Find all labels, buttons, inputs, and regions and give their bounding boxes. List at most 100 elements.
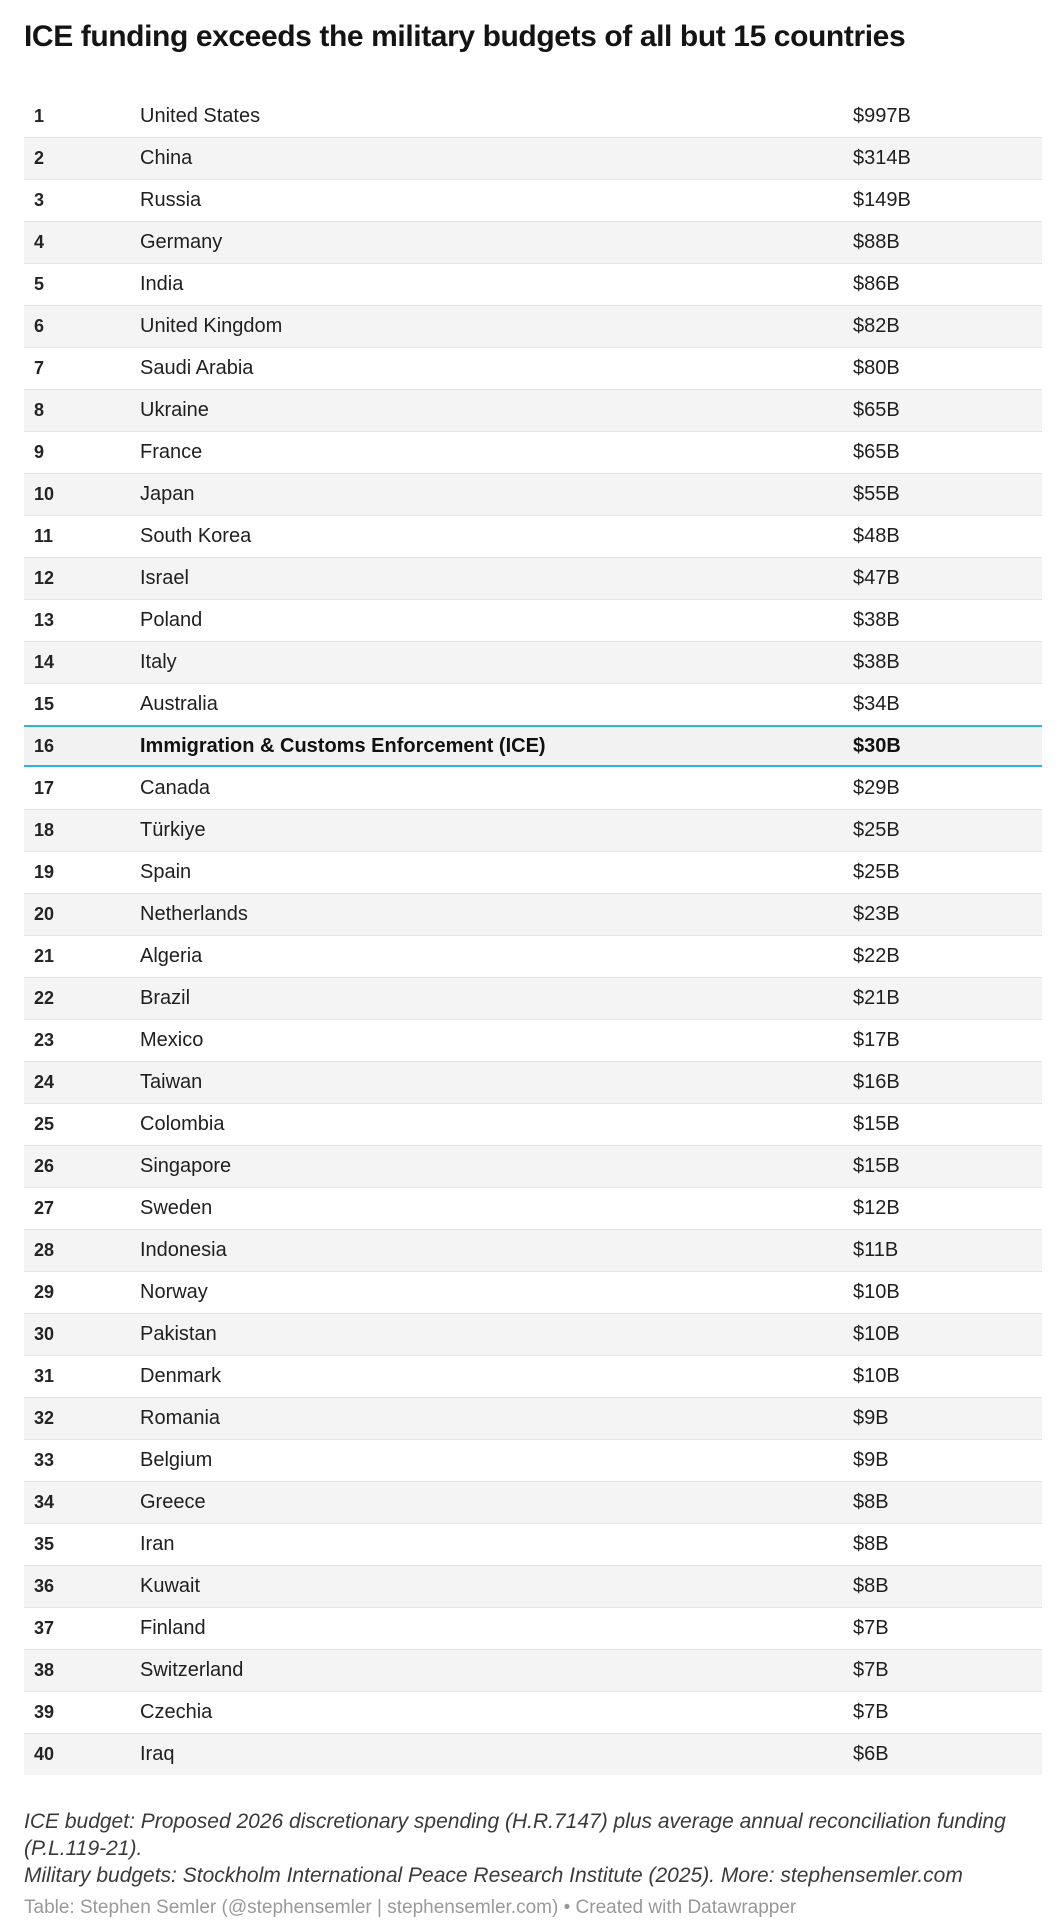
rank-cell: 6 — [34, 316, 45, 336]
budget-value-cell: $65B — [853, 399, 900, 421]
budget-value-cell: $47B — [853, 567, 900, 589]
table-row: 14 Italy $38B — [24, 641, 1042, 683]
rank-cell: 18 — [34, 820, 55, 840]
entity-cell: Mexico — [140, 1029, 204, 1051]
attribution: Table: Stephen Semler (@stephensemler | … — [24, 1897, 797, 1918]
rank-cell: 10 — [34, 484, 55, 504]
table-row: 10 Japan $55B — [24, 473, 1042, 515]
entity-cell: Sweden — [140, 1197, 213, 1219]
entity-cell: China — [140, 147, 193, 169]
rank-cell: 24 — [34, 1072, 55, 1092]
rank-cell: 25 — [34, 1114, 55, 1134]
entity-cell: Algeria — [140, 945, 203, 967]
table-row: 17 Canada $29B — [24, 767, 1042, 809]
table-row: 35 Iran $8B — [24, 1523, 1042, 1565]
rank-cell: 3 — [34, 190, 45, 210]
rank-cell: 35 — [34, 1534, 55, 1554]
page-title: ICE funding exceeds the military budgets… — [24, 20, 906, 53]
entity-cell: India — [140, 273, 184, 295]
rank-cell: 40 — [34, 1744, 55, 1764]
rank-cell: 19 — [34, 862, 55, 882]
rank-cell: 9 — [34, 442, 45, 462]
entity-cell: Romania — [140, 1407, 221, 1429]
rank-cell: 23 — [34, 1030, 55, 1050]
entity-cell: Indonesia — [140, 1239, 227, 1261]
budget-value-cell: $997B — [853, 104, 911, 127]
budget-value-cell: $21B — [853, 987, 900, 1009]
table-row: 5 India $86B — [24, 263, 1042, 305]
table-row: 4 Germany $88B — [24, 221, 1042, 263]
entity-cell: Greece — [140, 1491, 206, 1513]
rank-cell: 12 — [34, 568, 55, 588]
rank-cell: 20 — [34, 904, 55, 924]
budget-value-cell: $25B — [853, 861, 900, 883]
table-row-ice-highlight: 16 Immigration & Customs Enforcement (ICE… — [24, 725, 1042, 767]
entity-cell: South Korea — [140, 525, 252, 547]
budget-value-cell: $9B — [853, 1407, 889, 1429]
budget-value-cell: $55B — [853, 483, 900, 505]
budget-table: 1 United States $997B 2 China $314B 3 Russia $14… — [24, 95, 1042, 1775]
budget-value-cell: $7B — [853, 1617, 889, 1639]
table-row: 26 Singapore $15B — [24, 1145, 1042, 1187]
budget-value-cell: $10B — [853, 1323, 900, 1345]
table-row: 30 Pakistan $10B — [24, 1313, 1042, 1355]
table-row: 24 Taiwan $16B — [24, 1061, 1042, 1103]
budget-value-cell: $8B — [853, 1491, 889, 1513]
entity-cell: Czechia — [140, 1701, 213, 1723]
entity-cell: Iran — [140, 1533, 175, 1555]
budget-value-cell: $15B — [853, 1113, 900, 1135]
budget-value-cell: $8B — [853, 1575, 889, 1597]
budget-value-cell: $15B — [853, 1155, 900, 1177]
footnote-line-2: Military budgets: Stockholm Internationa… — [24, 1864, 963, 1887]
rank-cell: 5 — [34, 274, 45, 294]
entity-cell: France — [140, 441, 203, 463]
footnote-line-1: ICE budget: Proposed 2026 discretionary … — [24, 1810, 1006, 1860]
table-row: 27 Sweden $12B — [24, 1187, 1042, 1229]
table-row: 31 Denmark $10B — [24, 1355, 1042, 1397]
entity-cell: Belgium — [140, 1449, 213, 1471]
rank-cell: 32 — [34, 1408, 55, 1428]
budget-value-cell: $12B — [853, 1197, 900, 1219]
entity-cell: Australia — [140, 693, 218, 715]
entity-cell: Italy — [140, 651, 177, 673]
budget-value-cell: $16B — [853, 1071, 900, 1093]
table-row: 8 Ukraine $65B — [24, 389, 1042, 431]
entity-cell: Brazil — [140, 987, 191, 1009]
table-row: 7 Saudi Arabia $80B — [24, 347, 1042, 389]
rank-cell: 36 — [34, 1576, 55, 1596]
rank-cell: 33 — [34, 1450, 55, 1470]
table-row: 20 Netherlands $23B — [24, 893, 1042, 935]
entity-cell: Immigration & Customs Enforcement (ICE) — [140, 734, 546, 757]
rank-cell: 17 — [34, 777, 55, 798]
entity-cell: Netherlands — [140, 903, 248, 925]
table-row: 1 United States $997B — [24, 95, 1042, 137]
table-row: 9 France $65B — [24, 431, 1042, 473]
table-row: 37 Finland $7B — [24, 1607, 1042, 1649]
budget-value-cell: $149B — [853, 189, 911, 211]
rank-cell: 39 — [34, 1702, 55, 1722]
entity-cell: Japan — [140, 483, 195, 505]
table-row: 11 South Korea $48B — [24, 515, 1042, 557]
rank-cell: 15 — [34, 694, 55, 714]
budget-value-cell: $88B — [853, 231, 900, 253]
budget-value-cell: $11B — [853, 1239, 899, 1261]
table-row: 13 Poland $38B — [24, 599, 1042, 641]
budget-value-cell: $7B — [853, 1659, 889, 1681]
budget-value-cell: $29B — [853, 776, 900, 799]
entity-cell: Iraq — [140, 1743, 175, 1765]
rank-cell: 38 — [34, 1660, 55, 1680]
entity-cell: Spain — [140, 861, 192, 883]
entity-cell: Ukraine — [140, 399, 209, 421]
table-row: 34 Greece $8B — [24, 1481, 1042, 1523]
budget-value-cell: $7B — [853, 1701, 889, 1723]
entity-cell: Israel — [140, 567, 189, 589]
rank-cell: 8 — [34, 400, 45, 420]
entity-cell: Germany — [140, 231, 223, 253]
table-row: 6 United Kingdom $82B — [24, 305, 1042, 347]
budget-value-cell: $30B — [853, 734, 901, 757]
entity-cell: Taiwan — [140, 1071, 203, 1093]
entity-cell: Norway — [140, 1281, 208, 1303]
entity-cell: Switzerland — [140, 1659, 244, 1681]
table-row: 12 Israel $47B — [24, 557, 1042, 599]
